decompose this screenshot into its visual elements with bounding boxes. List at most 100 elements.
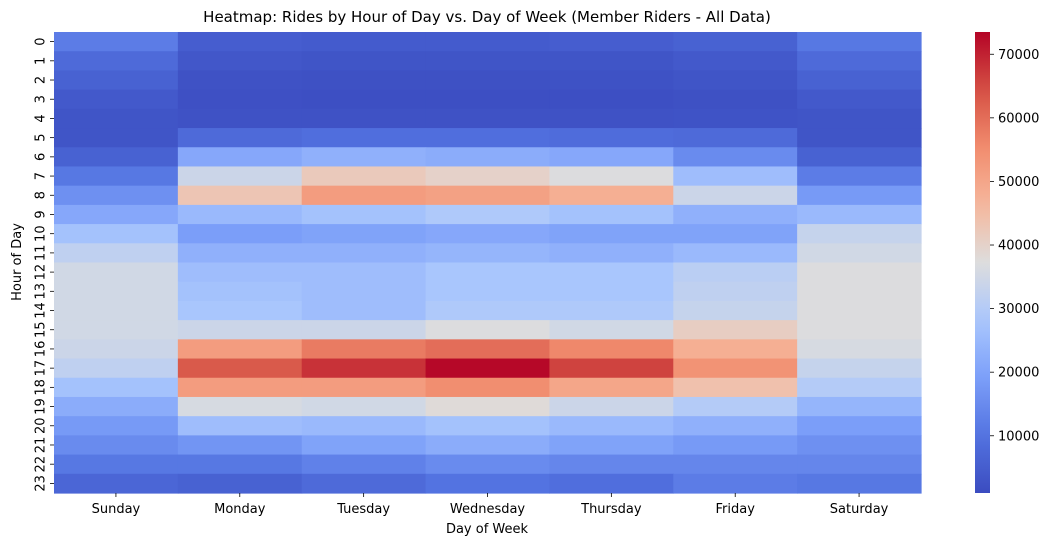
heatmap-cell [797, 435, 922, 456]
heatmap-cell [301, 320, 427, 340]
heatmap-cell [177, 473, 303, 494]
heatmap-cell [673, 51, 798, 72]
heatmap-cell [177, 70, 303, 91]
heatmap-cell [797, 70, 922, 91]
heatmap-cell [673, 204, 798, 225]
heatmap-cell [425, 300, 551, 321]
heatmap-cell [54, 416, 179, 436]
heatmap-cell [54, 358, 179, 379]
x-tick-label: Saturday [830, 502, 889, 517]
y-tick-label: 5 [34, 134, 49, 142]
x-axis-ticks: Sunday Monday Tuesday Wednesday Thursday Frid… [92, 493, 889, 517]
heatmap-cell [301, 147, 427, 168]
heatmap-cell [54, 89, 179, 110]
heatmap-cell [549, 204, 674, 225]
heatmap-cell [177, 204, 303, 225]
heatmap-cell [54, 147, 179, 168]
heatmap-cell [549, 435, 674, 456]
heatmap-cell [549, 262, 674, 283]
heatmap-cell [797, 320, 922, 340]
heatmap-cell [177, 358, 303, 379]
y-tick-label: 12 [34, 264, 49, 281]
heatmap-cell [673, 185, 798, 206]
heatmap-cell [673, 435, 798, 456]
heatmap-cell [425, 89, 551, 110]
y-tick-label: 0 [34, 37, 49, 45]
heatmap-cell [54, 32, 179, 52]
heatmap-cell [177, 166, 303, 187]
heatmap-cell [673, 358, 798, 379]
heatmap-cell [673, 70, 798, 91]
heatmap-cell [425, 185, 551, 206]
heatmap-cell [673, 300, 798, 321]
heatmap-cell [425, 473, 551, 494]
heatmap-cell [301, 262, 427, 283]
heatmap-cell [549, 416, 674, 436]
heatmap-cell [301, 224, 427, 244]
heatmap-cell [177, 320, 303, 340]
heatmap-cell [301, 51, 427, 72]
heatmap-cell [673, 262, 798, 283]
heatmap-cell [549, 166, 674, 187]
heatmap-cell [177, 32, 303, 52]
y-tick-label: 3 [34, 95, 49, 103]
heatmap-cell [797, 204, 922, 225]
heatmap-cell [54, 435, 179, 456]
heatmap-cell [54, 166, 179, 187]
y-tick-label: 4 [34, 114, 49, 122]
heatmap-cell [301, 166, 427, 187]
heatmap-cell [425, 243, 551, 264]
x-tick-label: Friday [716, 502, 756, 517]
heatmap-cell [301, 454, 427, 475]
heatmap-cell [54, 473, 179, 494]
heatmap-cell [301, 377, 427, 398]
colorbar-ticks: 10000 20000 30000 40000 50000 60000 70000 [990, 48, 1039, 444]
heatmap-cell [673, 396, 798, 417]
heatmap-cell [673, 454, 798, 475]
heatmap-cell [673, 128, 798, 148]
heatmap-cell [177, 416, 303, 436]
heatmap-cell [425, 70, 551, 91]
heatmap-cell [301, 473, 427, 494]
heatmap-cell [797, 262, 922, 283]
y-tick-label: 13 [34, 283, 49, 300]
heatmap-cell [549, 32, 674, 52]
heatmap-cell [549, 224, 674, 244]
heatmap-cell [177, 128, 303, 148]
heatmap-cell [797, 108, 922, 129]
heatmap-cell [673, 473, 798, 494]
heatmap-cell [425, 435, 551, 456]
heatmap-cell [673, 377, 798, 398]
y-tick-label: 14 [34, 302, 49, 319]
heatmap-cell [797, 416, 922, 436]
heatmap-cell [177, 224, 303, 244]
y-tick-label: 10 [34, 225, 49, 242]
heatmap-cell [549, 454, 674, 475]
heatmap-cell [549, 358, 674, 379]
heatmap-cell [54, 70, 179, 91]
y-tick-label: 18 [34, 379, 49, 396]
heatmap-cell [301, 339, 427, 360]
x-tick-label: Monday [214, 502, 266, 517]
heatmap-cell [673, 281, 798, 302]
heatmap-cell [301, 435, 427, 456]
heatmap-cell [797, 89, 922, 110]
heatmap-cell [177, 435, 303, 456]
heatmap-cell [549, 70, 674, 91]
y-tick-label: 11 [34, 245, 49, 262]
x-tick-label: Sunday [92, 502, 141, 517]
heatmap-cell [549, 339, 674, 360]
colorbar-tick-label: 30000 [998, 302, 1039, 317]
heatmap-cell [54, 377, 179, 398]
heatmap-cell [301, 89, 427, 110]
y-tick-label: 7 [34, 172, 49, 180]
colorbar-tick-label: 40000 [998, 239, 1039, 254]
heatmap-cell [425, 262, 551, 283]
x-axis-label: Day of Week [446, 522, 529, 537]
heatmap-cell [54, 204, 179, 225]
heatmap-cell [797, 185, 922, 206]
heatmap-cell [797, 358, 922, 379]
heatmap-cell [425, 396, 551, 417]
heatmap-cell [54, 454, 179, 475]
